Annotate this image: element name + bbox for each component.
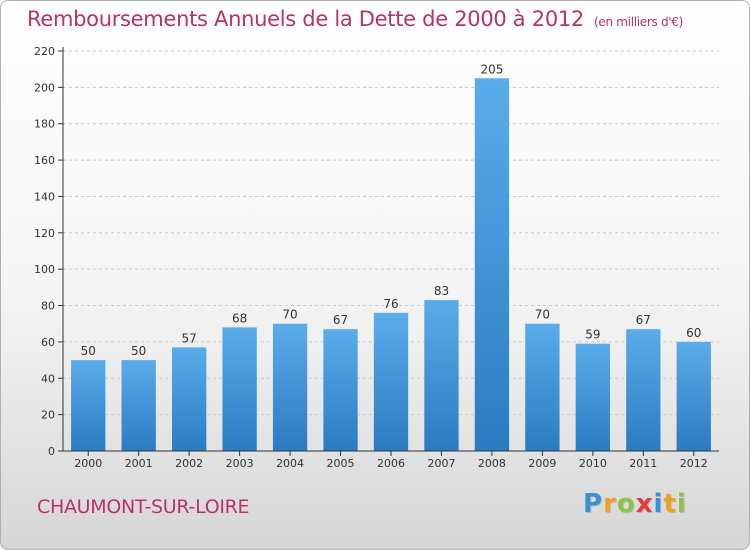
bar xyxy=(222,327,257,451)
y-tick-label: 0 xyxy=(48,445,55,458)
x-tick-label: 2008 xyxy=(478,457,506,470)
y-tick-label: 100 xyxy=(34,263,55,276)
data-label: 76 xyxy=(383,297,398,311)
city-name: CHAUMONT-SUR-LOIRE xyxy=(37,496,250,518)
logo-letter: i xyxy=(653,489,664,519)
bar xyxy=(676,341,711,451)
logo-letter: P xyxy=(583,489,604,519)
y-tick-label: 60 xyxy=(41,336,55,349)
x-tick-label: 2001 xyxy=(125,457,153,470)
bar xyxy=(474,78,510,451)
x-tick-label: 2000 xyxy=(74,457,102,470)
x-tick-label: 2009 xyxy=(528,457,556,470)
bars xyxy=(71,78,711,451)
bar xyxy=(323,329,358,451)
y-tick-label: 220 xyxy=(34,45,55,58)
data-label: 60 xyxy=(686,326,701,340)
chart-title: Remboursements Annuels de la Dette de 20… xyxy=(27,7,683,31)
x-tick-label: 2007 xyxy=(427,457,455,470)
data-label: 70 xyxy=(282,308,297,322)
data-label: 68 xyxy=(232,311,247,325)
proxiti-logo: Proxiti xyxy=(583,489,687,519)
data-label: 57 xyxy=(182,331,197,345)
logo-letter: i xyxy=(676,489,687,519)
data-label: 50 xyxy=(131,344,146,358)
bar xyxy=(71,360,106,451)
y-tick-label: 180 xyxy=(34,118,55,131)
axes xyxy=(58,47,719,456)
data-label: 205 xyxy=(480,62,503,76)
bar xyxy=(575,343,611,451)
data-label: 67 xyxy=(636,313,651,327)
data-label: 59 xyxy=(585,328,600,342)
y-tick-label: 80 xyxy=(41,300,55,313)
x-tick-label: 2003 xyxy=(226,457,254,470)
bar xyxy=(272,323,308,451)
y-tick-label: 140 xyxy=(34,190,55,203)
x-tick-label: 2005 xyxy=(327,457,355,470)
x-tick-label: 2012 xyxy=(680,457,708,470)
bar xyxy=(171,347,207,451)
y-tick-label: 120 xyxy=(34,227,55,240)
data-label: 70 xyxy=(535,308,550,322)
logo-letter: t xyxy=(663,489,677,519)
x-tick-label: 2010 xyxy=(579,457,607,470)
chart-title-text: Remboursements Annuels de la Dette de 20… xyxy=(27,7,584,31)
y-tick-label: 200 xyxy=(34,81,55,94)
data-label: 50 xyxy=(81,344,96,358)
data-label: 67 xyxy=(333,313,348,327)
data-label: 83 xyxy=(434,284,449,298)
y-tick-label: 20 xyxy=(41,409,55,422)
logo-letter: o xyxy=(616,489,636,519)
unit-label: (en milliers d'€) xyxy=(594,15,684,29)
bar xyxy=(626,329,661,451)
bar xyxy=(424,300,459,451)
labels: 0 20 40 60 80 100 120 140 160 180 200 220 50 2000 50 20… xyxy=(34,45,708,470)
x-tick-label: 2002 xyxy=(175,457,203,470)
logo-letter: x xyxy=(635,489,654,519)
y-tick-label: 160 xyxy=(34,154,55,167)
x-tick-label: 2006 xyxy=(377,457,405,470)
x-tick-label: 2011 xyxy=(629,457,657,470)
x-tick-label: 2004 xyxy=(276,457,304,470)
bar xyxy=(373,312,409,451)
bar xyxy=(121,360,156,451)
y-tick-label: 40 xyxy=(41,372,55,385)
bar xyxy=(525,323,560,451)
logo-letter: r xyxy=(603,489,617,519)
